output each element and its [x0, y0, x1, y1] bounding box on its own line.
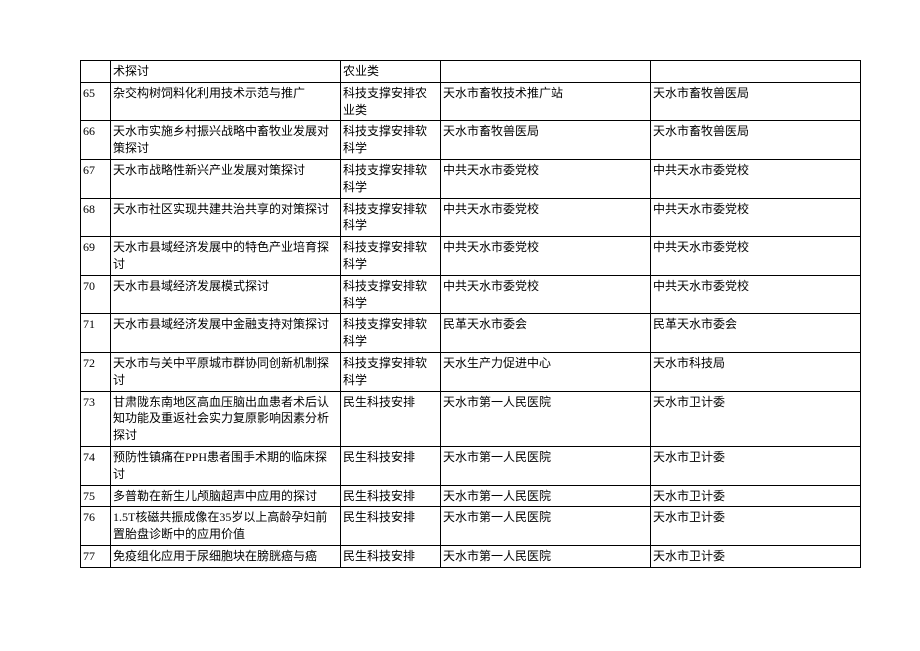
cell-dept: 民革天水市委会	[651, 314, 861, 353]
table-row: 66天水市实施乡村振兴战略中畜牧业发展对策探讨科技支撑安排软科学天水市畜牧兽医局…	[81, 121, 861, 160]
table-row: 68天水市社区实现共建共治共享的对策探讨科技支撑安排软科学中共天水市委党校中共天…	[81, 198, 861, 237]
cell-dept: 天水市卫计委	[651, 545, 861, 567]
cell-unit: 中共天水市委党校	[441, 198, 651, 237]
table-row: 69天水市县域经济发展中的特色产业培育探讨科技支撑安排软科学中共天水市委党校中共…	[81, 237, 861, 276]
cell-category: 民生科技安排	[341, 545, 441, 567]
cell-category: 民生科技安排	[341, 446, 441, 485]
cell-title: 预防性镇痛在PPH患者围手术期的临床探讨	[111, 446, 341, 485]
cell-num: 77	[81, 545, 111, 567]
cell-category: 民生科技安排	[341, 507, 441, 546]
cell-unit: 天水市畜牧兽医局	[441, 121, 651, 160]
cell-num: 73	[81, 391, 111, 446]
cell-title: 天水市社区实现共建共治共享的对策探讨	[111, 198, 341, 237]
cell-num: 67	[81, 159, 111, 198]
cell-num: 72	[81, 352, 111, 391]
cell-num: 70	[81, 275, 111, 314]
cell-title: 天水市实施乡村振兴战略中畜牧业发展对策探讨	[111, 121, 341, 160]
cell-num: 75	[81, 485, 111, 507]
cell-category: 科技支撑安排农业类	[341, 82, 441, 121]
cell-category: 农业类	[341, 61, 441, 83]
table-row: 65杂交构树饲料化利用技术示范与推广科技支撑安排农业类天水市畜牧技术推广站天水市…	[81, 82, 861, 121]
cell-category: 科技支撑安排软科学	[341, 352, 441, 391]
cell-category: 科技支撑安排软科学	[341, 275, 441, 314]
cell-category: 科技支撑安排软科学	[341, 237, 441, 276]
cell-num: 74	[81, 446, 111, 485]
cell-num	[81, 61, 111, 83]
cell-unit: 天水生产力促进中心	[441, 352, 651, 391]
cell-title: 天水市县域经济发展中的特色产业培育探讨	[111, 237, 341, 276]
cell-title: 天水市与关中平原城市群协同创新机制探讨	[111, 352, 341, 391]
cell-title: 天水市县域经济发展中金融支持对策探讨	[111, 314, 341, 353]
table-row: 75多普勒在新生儿颅脑超声中应用的探讨民生科技安排天水市第一人民医院天水市卫计委	[81, 485, 861, 507]
cell-title: 1.5T核磁共振成像在35岁以上高龄孕妇前置胎盘诊断中的应用价值	[111, 507, 341, 546]
cell-dept: 中共天水市委党校	[651, 237, 861, 276]
cell-num: 76	[81, 507, 111, 546]
cell-title: 免疫组化应用于尿细胞块在膀胱癌与癌	[111, 545, 341, 567]
cell-dept: 天水市卫计委	[651, 391, 861, 446]
cell-num: 71	[81, 314, 111, 353]
page: 术探讨农业类65杂交构树饲料化利用技术示范与推广科技支撑安排农业类天水市畜牧技术…	[0, 0, 920, 651]
table-row: 术探讨农业类	[81, 61, 861, 83]
cell-num: 65	[81, 82, 111, 121]
cell-dept	[651, 61, 861, 83]
cell-category: 科技支撑安排软科学	[341, 198, 441, 237]
cell-dept: 中共天水市委党校	[651, 275, 861, 314]
cell-num: 66	[81, 121, 111, 160]
cell-category: 科技支撑安排软科学	[341, 121, 441, 160]
cell-dept: 天水市科技局	[651, 352, 861, 391]
cell-num: 69	[81, 237, 111, 276]
table-row: 67天水市战略性新兴产业发展对策探讨科技支撑安排软科学中共天水市委党校中共天水市…	[81, 159, 861, 198]
cell-dept: 天水市畜牧兽医局	[651, 121, 861, 160]
cell-unit: 天水市第一人民医院	[441, 485, 651, 507]
cell-dept: 中共天水市委党校	[651, 198, 861, 237]
table-body: 术探讨农业类65杂交构树饲料化利用技术示范与推广科技支撑安排农业类天水市畜牧技术…	[81, 61, 861, 568]
data-table: 术探讨农业类65杂交构树饲料化利用技术示范与推广科技支撑安排农业类天水市畜牧技术…	[80, 60, 861, 568]
cell-category: 民生科技安排	[341, 485, 441, 507]
cell-title: 杂交构树饲料化利用技术示范与推广	[111, 82, 341, 121]
cell-category: 科技支撑安排软科学	[341, 159, 441, 198]
table-row: 761.5T核磁共振成像在35岁以上高龄孕妇前置胎盘诊断中的应用价值民生科技安排…	[81, 507, 861, 546]
table-row: 73甘肃陇东南地区高血压脑出血患者术后认知功能及重返社会实力复原影响因素分析探讨…	[81, 391, 861, 446]
table-row: 70天水市县域经济发展模式探讨科技支撑安排软科学中共天水市委党校中共天水市委党校	[81, 275, 861, 314]
cell-unit: 天水市第一人民医院	[441, 391, 651, 446]
cell-unit: 中共天水市委党校	[441, 275, 651, 314]
table-row: 74预防性镇痛在PPH患者围手术期的临床探讨民生科技安排天水市第一人民医院天水市…	[81, 446, 861, 485]
cell-unit	[441, 61, 651, 83]
cell-dept: 天水市畜牧兽医局	[651, 82, 861, 121]
table-row: 72天水市与关中平原城市群协同创新机制探讨科技支撑安排软科学天水生产力促进中心天…	[81, 352, 861, 391]
cell-unit: 天水市第一人民医院	[441, 545, 651, 567]
cell-category: 民生科技安排	[341, 391, 441, 446]
table-row: 71天水市县域经济发展中金融支持对策探讨科技支撑安排软科学民革天水市委会民革天水…	[81, 314, 861, 353]
cell-unit: 中共天水市委党校	[441, 237, 651, 276]
cell-dept: 天水市卫计委	[651, 485, 861, 507]
cell-dept: 中共天水市委党校	[651, 159, 861, 198]
cell-title: 甘肃陇东南地区高血压脑出血患者术后认知功能及重返社会实力复原影响因素分析探讨	[111, 391, 341, 446]
cell-title: 天水市战略性新兴产业发展对策探讨	[111, 159, 341, 198]
cell-num: 68	[81, 198, 111, 237]
cell-unit: 天水市第一人民医院	[441, 507, 651, 546]
table-row: 77免疫组化应用于尿细胞块在膀胱癌与癌民生科技安排天水市第一人民医院天水市卫计委	[81, 545, 861, 567]
cell-title: 多普勒在新生儿颅脑超声中应用的探讨	[111, 485, 341, 507]
cell-unit: 天水市第一人民医院	[441, 446, 651, 485]
cell-dept: 天水市卫计委	[651, 507, 861, 546]
cell-title: 术探讨	[111, 61, 341, 83]
cell-category: 科技支撑安排软科学	[341, 314, 441, 353]
cell-title: 天水市县域经济发展模式探讨	[111, 275, 341, 314]
cell-unit: 中共天水市委党校	[441, 159, 651, 198]
cell-unit: 天水市畜牧技术推广站	[441, 82, 651, 121]
cell-unit: 民革天水市委会	[441, 314, 651, 353]
cell-dept: 天水市卫计委	[651, 446, 861, 485]
